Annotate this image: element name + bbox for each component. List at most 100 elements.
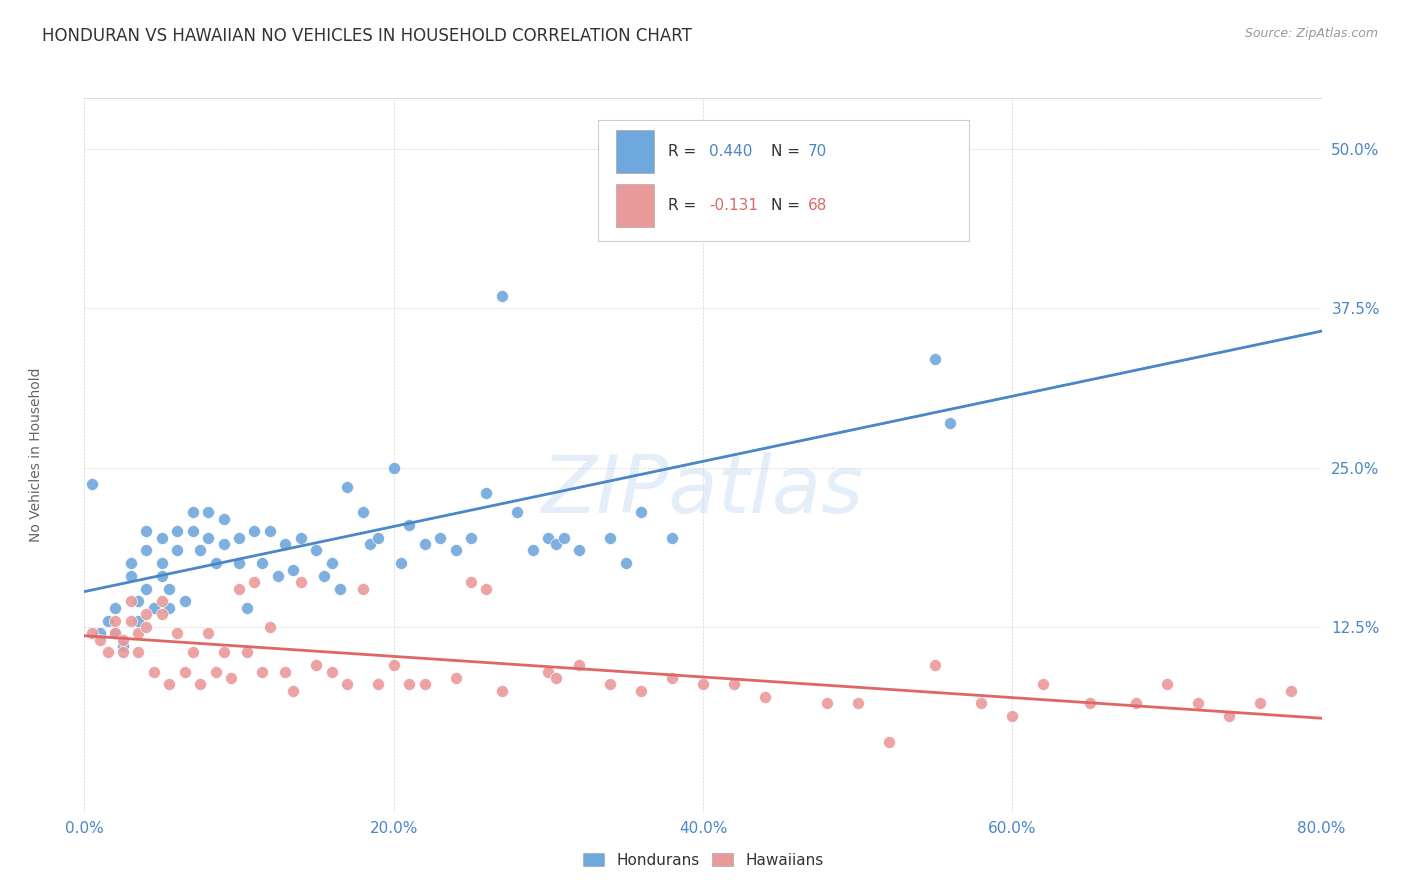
Point xyxy=(1032,677,1054,691)
Point xyxy=(267,569,290,583)
Point xyxy=(281,683,305,698)
Point xyxy=(82,626,104,640)
Point xyxy=(1249,697,1271,711)
Point xyxy=(205,556,228,570)
Point xyxy=(692,677,714,691)
Point xyxy=(491,683,513,698)
Point xyxy=(367,677,389,691)
Point xyxy=(1078,697,1101,711)
Point xyxy=(197,626,219,640)
Point xyxy=(568,543,591,558)
Point xyxy=(235,600,259,615)
Point xyxy=(336,677,359,691)
Point xyxy=(243,575,266,590)
Point xyxy=(120,556,142,570)
Text: R =: R = xyxy=(668,145,702,159)
Point xyxy=(367,531,389,545)
Point xyxy=(166,543,188,558)
Text: HONDURAN VS HAWAIIAN NO VEHICLES IN HOUSEHOLD CORRELATION CHART: HONDURAN VS HAWAIIAN NO VEHICLES IN HOUS… xyxy=(42,27,692,45)
Point xyxy=(444,543,467,558)
Point xyxy=(135,582,157,596)
Point xyxy=(143,665,166,679)
Point xyxy=(1218,709,1240,723)
Y-axis label: No Vehicles in Household: No Vehicles in Household xyxy=(28,368,42,542)
FancyBboxPatch shape xyxy=(616,130,654,173)
Point xyxy=(150,594,173,608)
Text: 0.440: 0.440 xyxy=(709,145,752,159)
Point xyxy=(127,626,149,640)
Point xyxy=(212,537,235,551)
Point xyxy=(336,480,359,494)
Point xyxy=(614,556,637,570)
Point xyxy=(135,543,157,558)
Point xyxy=(150,607,173,622)
Point xyxy=(120,569,142,583)
Point xyxy=(460,531,482,545)
Point xyxy=(491,288,513,302)
Point xyxy=(228,582,250,596)
Text: -0.131: -0.131 xyxy=(709,198,758,212)
Point xyxy=(120,594,142,608)
Point xyxy=(274,537,297,551)
Point xyxy=(159,582,180,596)
Point xyxy=(444,671,467,685)
Point xyxy=(89,632,111,647)
Point xyxy=(661,671,683,685)
Point xyxy=(228,556,250,570)
Point xyxy=(135,524,157,539)
Point xyxy=(174,665,197,679)
Point xyxy=(112,645,135,659)
Point xyxy=(135,620,157,634)
Point xyxy=(846,697,869,711)
Point xyxy=(599,531,621,545)
Point xyxy=(228,531,250,545)
Point xyxy=(181,505,204,519)
Point xyxy=(352,582,374,596)
Point xyxy=(250,556,273,570)
Point xyxy=(661,531,683,545)
Point xyxy=(104,626,127,640)
Point xyxy=(166,626,188,640)
Point xyxy=(413,537,436,551)
Point xyxy=(150,556,173,570)
Point xyxy=(96,614,118,628)
Point xyxy=(274,665,297,679)
Point xyxy=(290,531,312,545)
Point xyxy=(197,505,219,519)
Point xyxy=(159,677,180,691)
Legend: Hondurans, Hawaiians: Hondurans, Hawaiians xyxy=(575,845,831,875)
Point xyxy=(212,511,235,525)
Point xyxy=(127,594,149,608)
Point xyxy=(150,531,173,545)
Point xyxy=(877,734,900,748)
Point xyxy=(143,600,166,615)
Text: Source: ZipAtlas.com: Source: ZipAtlas.com xyxy=(1244,27,1378,40)
Point xyxy=(305,543,328,558)
Point xyxy=(112,632,135,647)
Point xyxy=(553,531,575,545)
Point xyxy=(506,505,529,519)
Point xyxy=(321,665,343,679)
Point xyxy=(135,607,157,622)
Point xyxy=(104,600,127,615)
Point xyxy=(1001,709,1024,723)
Point xyxy=(181,524,204,539)
Point xyxy=(112,639,135,653)
Point xyxy=(398,518,420,533)
Point xyxy=(305,658,328,673)
Point xyxy=(599,677,621,691)
Point xyxy=(104,626,127,640)
Point xyxy=(360,537,382,551)
Point xyxy=(127,614,149,628)
Point xyxy=(250,665,273,679)
Text: 70: 70 xyxy=(808,145,827,159)
Point xyxy=(243,524,266,539)
Point xyxy=(235,645,259,659)
Point xyxy=(312,569,335,583)
Point xyxy=(429,531,451,545)
Point xyxy=(398,677,420,691)
Point xyxy=(546,671,568,685)
Point xyxy=(475,582,498,596)
Point xyxy=(174,594,197,608)
Text: 68: 68 xyxy=(808,198,828,212)
